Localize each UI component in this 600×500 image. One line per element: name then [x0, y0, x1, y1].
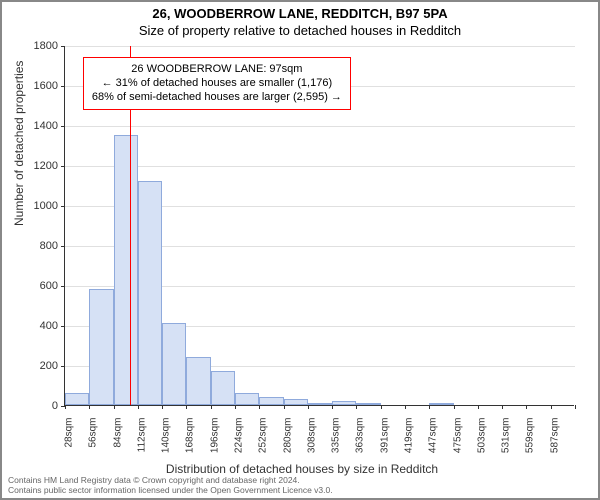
ytick-mark [61, 366, 65, 367]
xtick-mark [551, 405, 552, 409]
xtick-mark [381, 405, 382, 409]
xtick-label: 587sqm [549, 418, 560, 468]
footer-line2: Contains public sector information licen… [8, 486, 333, 496]
xtick-label: 280sqm [282, 418, 293, 468]
xtick-label: 308sqm [306, 418, 317, 468]
gridline-h [65, 166, 575, 167]
ytick-label: 600 [18, 280, 58, 292]
ytick-mark [61, 126, 65, 127]
histogram-bar [235, 393, 259, 405]
histogram-bar [114, 135, 138, 405]
ytick-mark [61, 86, 65, 87]
xtick-label: 503sqm [476, 418, 487, 468]
xtick-label: 447sqm [428, 418, 439, 468]
plot-area: 28sqm56sqm84sqm112sqm140sqm168sqm196sqm2… [64, 46, 574, 406]
xtick-label: 391sqm [379, 418, 390, 468]
xtick-label: 168sqm [185, 418, 196, 468]
ytick-label: 0 [18, 400, 58, 412]
histogram-bar [308, 403, 332, 405]
ytick-mark [61, 326, 65, 327]
xtick-mark [138, 405, 139, 409]
xtick-mark [211, 405, 212, 409]
histogram-bar [89, 289, 113, 405]
ytick-mark [61, 166, 65, 167]
ytick-mark [61, 206, 65, 207]
xtick-mark [114, 405, 115, 409]
histogram-bar [211, 371, 235, 405]
ytick-mark [61, 286, 65, 287]
xtick-mark [308, 405, 309, 409]
histogram-bar [162, 323, 186, 405]
ytick-mark [61, 246, 65, 247]
xtick-mark [575, 405, 576, 409]
plot-wrap: 28sqm56sqm84sqm112sqm140sqm168sqm196sqm2… [64, 46, 574, 406]
histogram-bar [429, 403, 453, 405]
ytick-label: 400 [18, 320, 58, 332]
x-axis-label: Distribution of detached houses by size … [2, 462, 600, 476]
histogram-bar [65, 393, 89, 405]
xtick-mark [454, 405, 455, 409]
xtick-label: 531sqm [501, 418, 512, 468]
ytick-label: 1400 [18, 120, 58, 132]
chart-title-line1: 26, WOODBERROW LANE, REDDITCH, B97 5PA [2, 6, 598, 21]
xtick-mark [259, 405, 260, 409]
ytick-label: 1200 [18, 160, 58, 172]
histogram-bar [138, 181, 162, 405]
xtick-mark [502, 405, 503, 409]
xtick-mark [429, 405, 430, 409]
xtick-mark [332, 405, 333, 409]
histogram-bar [284, 399, 308, 405]
xtick-mark [478, 405, 479, 409]
xtick-label: 363sqm [355, 418, 366, 468]
xtick-label: 140sqm [161, 418, 172, 468]
xtick-label: 224sqm [234, 418, 245, 468]
ytick-label: 1000 [18, 200, 58, 212]
xtick-mark [284, 405, 285, 409]
xtick-label: 419sqm [404, 418, 415, 468]
xtick-label: 28sqm [64, 418, 75, 468]
info-box-line: 26 WOODBERROW LANE: 97sqm [92, 62, 342, 76]
ytick-label: 1600 [18, 80, 58, 92]
xtick-label: 559sqm [525, 418, 536, 468]
xtick-mark [405, 405, 406, 409]
footer-attribution: Contains HM Land Registry data © Crown c… [8, 476, 333, 496]
gridline-h [65, 126, 575, 127]
ytick-mark [61, 46, 65, 47]
histogram-bar [356, 403, 380, 405]
xtick-mark [89, 405, 90, 409]
chart-container: 26, WOODBERROW LANE, REDDITCH, B97 5PA S… [0, 0, 600, 500]
xtick-label: 56sqm [88, 418, 99, 468]
histogram-bar [186, 357, 210, 405]
xtick-mark [65, 405, 66, 409]
xtick-label: 475sqm [452, 418, 463, 468]
xtick-mark [526, 405, 527, 409]
xtick-label: 84sqm [112, 418, 123, 468]
histogram-bar [332, 401, 356, 405]
ytick-label: 1800 [18, 40, 58, 52]
xtick-mark [186, 405, 187, 409]
info-box-line: 68% of semi-detached houses are larger (… [92, 90, 342, 104]
xtick-mark [235, 405, 236, 409]
xtick-label: 335sqm [331, 418, 342, 468]
ytick-label: 800 [18, 240, 58, 252]
histogram-bar [259, 397, 283, 405]
gridline-h [65, 46, 575, 47]
ytick-label: 200 [18, 360, 58, 372]
xtick-mark [162, 405, 163, 409]
xtick-label: 112sqm [136, 418, 147, 468]
info-box: 26 WOODBERROW LANE: 97sqm← 31% of detach… [83, 57, 351, 110]
xtick-label: 252sqm [258, 418, 269, 468]
xtick-label: 196sqm [209, 418, 220, 468]
xtick-mark [356, 405, 357, 409]
chart-title-line2: Size of property relative to detached ho… [2, 23, 598, 38]
info-box-line: ← 31% of detached houses are smaller (1,… [92, 76, 342, 90]
